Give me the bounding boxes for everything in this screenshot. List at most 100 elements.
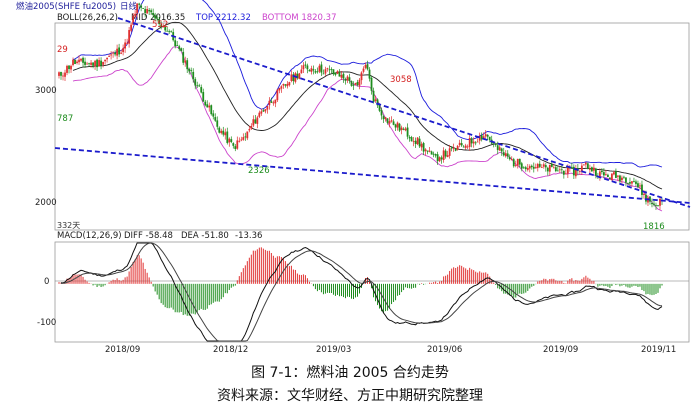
boll-mid-label: MID 2016.35	[131, 13, 185, 23]
candle-body	[619, 175, 621, 182]
candle-body	[198, 85, 201, 87]
candle-body	[416, 137, 419, 145]
candle-body	[174, 40, 177, 47]
candle-body	[580, 165, 583, 172]
macd-y-axis: 0 -100	[37, 277, 56, 328]
candle-body	[248, 129, 251, 131]
candle-body	[448, 148, 451, 156]
candle-body	[386, 118, 389, 123]
candle-body	[424, 149, 427, 152]
candle-body	[132, 16, 135, 25]
candle-body	[536, 163, 539, 169]
candle-body	[272, 102, 275, 104]
candle-body	[202, 92, 205, 102]
candle-body	[222, 130, 225, 135]
candle-body	[128, 30, 131, 44]
candle-body	[308, 70, 311, 72]
candle-body	[212, 113, 215, 117]
candle-body	[454, 148, 457, 151]
candle-body	[350, 80, 353, 86]
candle-body	[538, 163, 541, 167]
candle-body	[210, 105, 213, 115]
candle-body	[598, 171, 601, 178]
candle-body	[338, 72, 341, 77]
candle-body	[352, 84, 355, 86]
candle-body	[306, 65, 309, 70]
candle-body	[508, 157, 511, 160]
price-panel-frame	[54, 22, 690, 231]
candle-body	[96, 59, 98, 68]
candle-body	[643, 193, 645, 195]
candle-body	[318, 65, 321, 72]
candle-body	[84, 61, 86, 65]
candle-body	[586, 163, 589, 169]
candle-body	[316, 71, 319, 73]
candle-body	[252, 119, 255, 126]
annotation-low-1816: 1816	[643, 222, 665, 232]
candle-body	[384, 117, 387, 120]
candle-body	[92, 62, 94, 66]
candle-body	[438, 157, 441, 162]
bollinger-bands	[72, 0, 663, 212]
candle-body	[611, 173, 613, 181]
candle-body	[382, 116, 385, 120]
price-annotations: 29 787 552 3058 2326 1816 332天	[57, 20, 665, 232]
candle-body	[168, 31, 171, 33]
candle-body	[158, 19, 161, 25]
candle-body	[414, 140, 417, 144]
annotation-high-3058: 3058	[390, 75, 412, 85]
instrument-label: 燃油2005(SHFE fu2005)	[16, 1, 116, 12]
candle-body	[258, 112, 261, 117]
candle-body	[649, 196, 651, 202]
candle-body	[574, 168, 577, 177]
candle-body	[214, 117, 217, 121]
candle-body	[488, 136, 491, 140]
candle-body	[136, 3, 139, 14]
candle-body	[458, 142, 461, 146]
candle-body	[370, 77, 373, 91]
candle-body	[154, 15, 157, 19]
candle-body	[178, 46, 181, 49]
candle-body	[629, 182, 631, 184]
price-y-axis: 3000 2000	[35, 86, 57, 208]
candle-body	[326, 68, 329, 70]
candle-body	[484, 134, 487, 137]
candle-body	[476, 141, 479, 143]
candle-body	[60, 71, 62, 76]
candle-body	[548, 164, 551, 172]
candle-body	[366, 64, 369, 70]
x-tick-2019-11: 2019/11	[641, 345, 676, 355]
candle-body	[140, 5, 143, 8]
candle-body	[592, 167, 595, 171]
candle-body	[120, 52, 123, 54]
candle-body	[482, 136, 485, 139]
candle-body	[364, 64, 367, 68]
macd-series	[58, 242, 663, 342]
candle-body	[226, 131, 229, 143]
candle-body	[260, 111, 263, 114]
x-axis: 2018/09 2018/12 2019/03 2019/06 2019/09 …	[105, 345, 676, 355]
candle-body	[400, 127, 403, 131]
candle-body	[404, 128, 407, 131]
candle-body	[150, 10, 153, 13]
candle-body	[418, 138, 421, 147]
candle-body	[594, 168, 597, 176]
candle-body	[276, 89, 279, 101]
candle-body	[609, 177, 611, 180]
candle-body	[552, 167, 555, 169]
candle-body	[633, 181, 635, 182]
lower-trendline	[54, 147, 691, 204]
candle-body	[76, 61, 78, 64]
candle-body	[520, 163, 523, 169]
candle-body	[278, 87, 281, 91]
candle-body	[124, 42, 127, 49]
candle-body	[601, 170, 603, 173]
candle-body	[290, 74, 293, 81]
candle-body	[466, 146, 469, 148]
candlesticks	[58, 2, 663, 210]
candle-body	[368, 69, 371, 79]
macd-header: MACD(12,26,9) DIFF -58.48 DEA -51.80 -13…	[57, 231, 262, 241]
candle-body	[266, 106, 269, 110]
main-header: 燃油2005(SHFE fu2005) 日线 BOLL(26,26,2) MID…	[16, 1, 336, 23]
candle-body	[412, 140, 415, 142]
